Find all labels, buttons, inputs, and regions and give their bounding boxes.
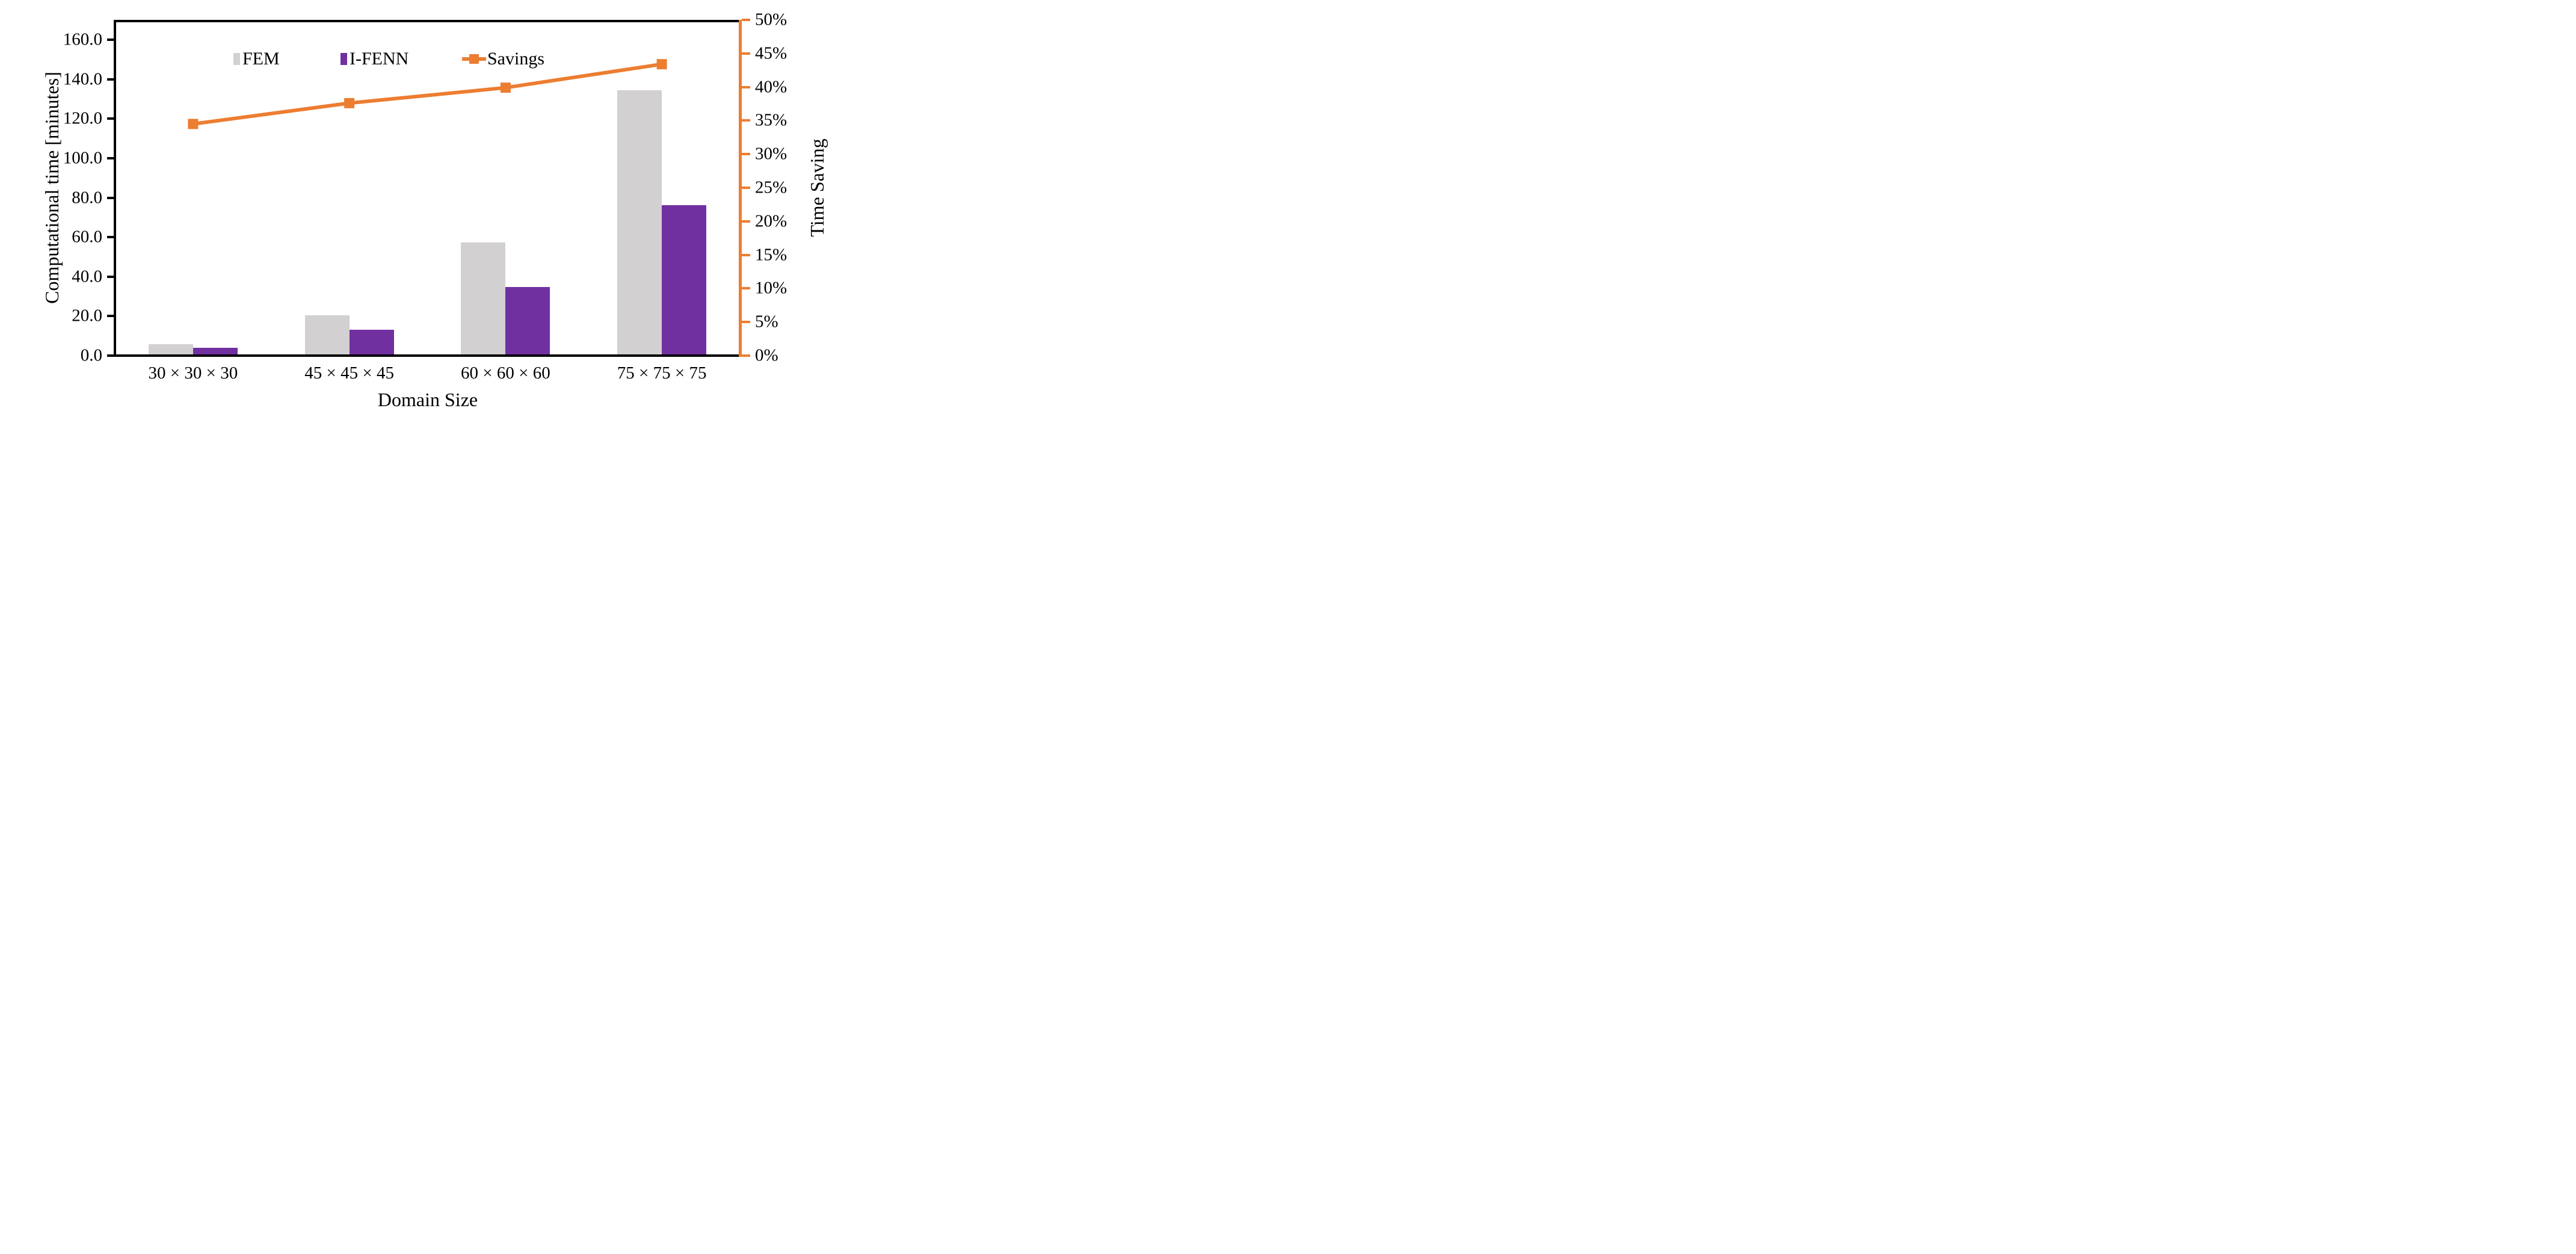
left-axis-tick xyxy=(107,156,115,159)
right-axis-tick-label: 25% xyxy=(755,178,787,197)
right-axis-tick xyxy=(742,19,750,21)
bar-ifenn-0 xyxy=(193,348,238,354)
legend-item-ifenn: I-FENN xyxy=(340,48,408,70)
bar-fem-1 xyxy=(304,315,350,354)
chart-legend: FEM I-FENN Savings xyxy=(0,48,858,72)
bar-ifenn-3 xyxy=(662,205,707,354)
right-axis-tick-label: 35% xyxy=(755,110,787,130)
left-axis-tick-label: 120.0 xyxy=(63,108,102,128)
bar-fem-0 xyxy=(148,344,193,354)
right-axis-tick xyxy=(742,354,750,357)
right-axis-tick-label: 45% xyxy=(755,43,787,63)
left-axis-tick xyxy=(107,196,115,199)
plot-top-border xyxy=(115,20,741,22)
savings-line-marker-icon xyxy=(462,53,486,65)
left-axis-tick xyxy=(107,39,115,41)
right-axis-tick xyxy=(742,321,750,324)
left-axis-tick xyxy=(107,236,115,239)
right-axis-tick xyxy=(742,153,750,156)
x-axis-title: Domain Size xyxy=(377,389,478,410)
left-axis-line xyxy=(114,20,116,357)
right-axis-tick-label: 20% xyxy=(755,211,787,231)
right-axis-line xyxy=(739,20,742,357)
bar-fem-2 xyxy=(461,242,506,354)
savings-marker-0 xyxy=(188,119,199,129)
legend-label-ifenn: I-FENN xyxy=(350,49,409,69)
savings-marker-3 xyxy=(656,59,667,70)
x-axis-line xyxy=(107,354,741,357)
left-axis-tick-label: 140.0 xyxy=(63,69,102,89)
x-axis-category-label-2: 60 × 60 × 60 xyxy=(461,363,550,383)
savings-marker-2 xyxy=(500,82,511,93)
left-axis-tick-label: 80.0 xyxy=(72,188,102,207)
left-axis-tick xyxy=(107,78,115,81)
right-axis-tick xyxy=(742,187,750,189)
x-axis-category-label-1: 45 × 45 × 45 xyxy=(304,363,394,383)
right-axis-tick xyxy=(742,220,750,223)
left-axis-tick xyxy=(107,275,115,278)
left-axis-tick-label: 160.0 xyxy=(63,29,102,49)
savings-marker-1 xyxy=(344,97,355,108)
right-axis-tick-label: 40% xyxy=(755,77,787,97)
right-axis-tick xyxy=(742,85,750,88)
bar-ifenn-2 xyxy=(505,287,550,354)
left-axis-tick-label: 60.0 xyxy=(72,227,102,247)
bar-ifenn-1 xyxy=(349,330,394,354)
legend-label-savings: Savings xyxy=(487,49,545,69)
left-axis-tick xyxy=(107,315,115,318)
right-axis-tick xyxy=(742,253,750,256)
chart-figure: FEM I-FENN Savings 0.0 20.0 40.0 60.0 80.0 10… xyxy=(0,0,858,418)
legend-item-savings: Savings xyxy=(462,48,544,70)
right-axis-tick xyxy=(742,119,750,122)
right-axis-tick-label: 0% xyxy=(755,345,778,365)
left-axis-tick xyxy=(107,117,115,120)
right-axis-tick-label: 5% xyxy=(755,312,778,332)
left-axis-tick-label: 40.0 xyxy=(72,267,102,286)
right-axis-tick-label: 10% xyxy=(755,278,787,298)
right-axis-tick-label: 50% xyxy=(755,10,787,29)
ifenn-swatch-icon xyxy=(340,53,347,65)
left-axis-tick-label: 0.0 xyxy=(80,345,102,365)
left-axis-tick-label: 20.0 xyxy=(72,306,102,326)
right-axis-title: Time Saving xyxy=(806,138,828,237)
right-axis-tick-label: 30% xyxy=(755,144,787,164)
legend-item-fem: FEM xyxy=(233,48,280,70)
right-axis-tick-label: 15% xyxy=(755,245,787,265)
savings-line xyxy=(193,62,662,126)
fem-swatch-icon xyxy=(233,53,240,65)
legend-label-fem: FEM xyxy=(242,49,280,69)
bar-fem-3 xyxy=(617,90,662,354)
left-axis-title: Computational time [minutes] xyxy=(41,72,63,304)
x-axis-category-label-0: 30 × 30 × 30 xyxy=(148,363,238,383)
right-axis-tick xyxy=(742,52,750,55)
left-axis-tick-label: 100.0 xyxy=(63,148,102,168)
right-axis-tick xyxy=(742,287,750,290)
savings-line-layer xyxy=(188,59,667,129)
left-axis-tick xyxy=(107,354,115,357)
x-axis-category-label-3: 75 × 75 × 75 xyxy=(617,363,707,383)
